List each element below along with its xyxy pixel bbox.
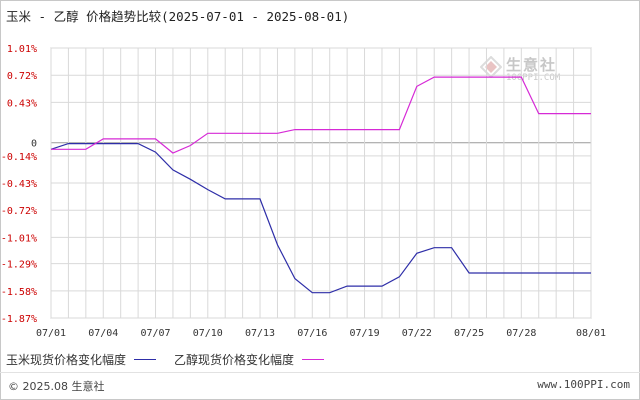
footer-divider: [0, 372, 640, 373]
y-tick-label: -1.01%: [1, 233, 37, 244]
footer-copyright: © 2025.08 生意社: [8, 380, 105, 393]
legend-line-ethanol: [302, 358, 325, 360]
y-tick-label: 0.72%: [7, 71, 37, 82]
x-tick-label: 07/22: [402, 328, 432, 339]
x-tick-label: 07/28: [506, 328, 536, 339]
y-axis-labels: 1.01% 0.72% 0.43% 0 -0.14% -0.43% -0.72% -1.01%…: [1, 44, 37, 325]
x-axis-labels: 07/01 07/04 07/07 07/10 07/13 07/16 07/19 07/22…: [36, 328, 606, 339]
x-tick-label: 07/07: [140, 328, 170, 339]
x-tick-label: 08/01: [576, 328, 606, 339]
x-tick-label: 07/19: [349, 328, 379, 339]
y-tick-label: -1.29%: [1, 260, 37, 271]
watermark: 生意社 100PPI.COM: [480, 54, 580, 90]
footer-site-link[interactable]: www.100PPI.com: [537, 378, 630, 391]
legend-item-ethanol: 乙醇现货价格变化幅度: [174, 351, 325, 368]
watermark-text: 生意社: [506, 56, 558, 74]
legend-item-corn: 玉米现货价格变化幅度: [6, 351, 157, 368]
x-tick-label: 07/13: [245, 328, 275, 339]
legend: 玉米现货价格变化幅度 乙醇现货价格变化幅度: [6, 350, 342, 368]
x-tick-label: 07/16: [297, 328, 327, 339]
y-tick-label: 0.43%: [7, 98, 37, 109]
y-tick-label: -0.72%: [1, 206, 37, 217]
series-line-ethanol: [51, 76, 591, 154]
x-tick-label: 07/01: [36, 328, 66, 339]
chart-title: 玉米 - 乙醇 价格趋势比较(2025-07-01 - 2025-08-01): [6, 9, 350, 24]
legend-line-corn: [134, 358, 157, 360]
grid: [50, 47, 592, 319]
y-tick-label: -0.14%: [1, 152, 37, 163]
x-tick-label: 07/25: [454, 328, 484, 339]
y-tick-label: 0: [31, 139, 37, 150]
y-tick-label: -1.87%: [1, 314, 37, 325]
y-tick-label: 1.01%: [7, 44, 37, 55]
series-lines: [50, 76, 591, 294]
x-tick-label: 07/04: [88, 328, 118, 339]
y-tick-label: -0.43%: [1, 179, 37, 190]
series-line-corn: [50, 143, 591, 294]
y-tick-label: -1.58%: [1, 287, 37, 298]
legend-label-corn: 玉米现货价格变化幅度: [6, 352, 127, 367]
x-tick-label: 07/10: [193, 328, 223, 339]
legend-label-ethanol: 乙醇现货价格变化幅度: [174, 352, 295, 367]
watermark-url: 100PPI.COM: [506, 73, 561, 83]
